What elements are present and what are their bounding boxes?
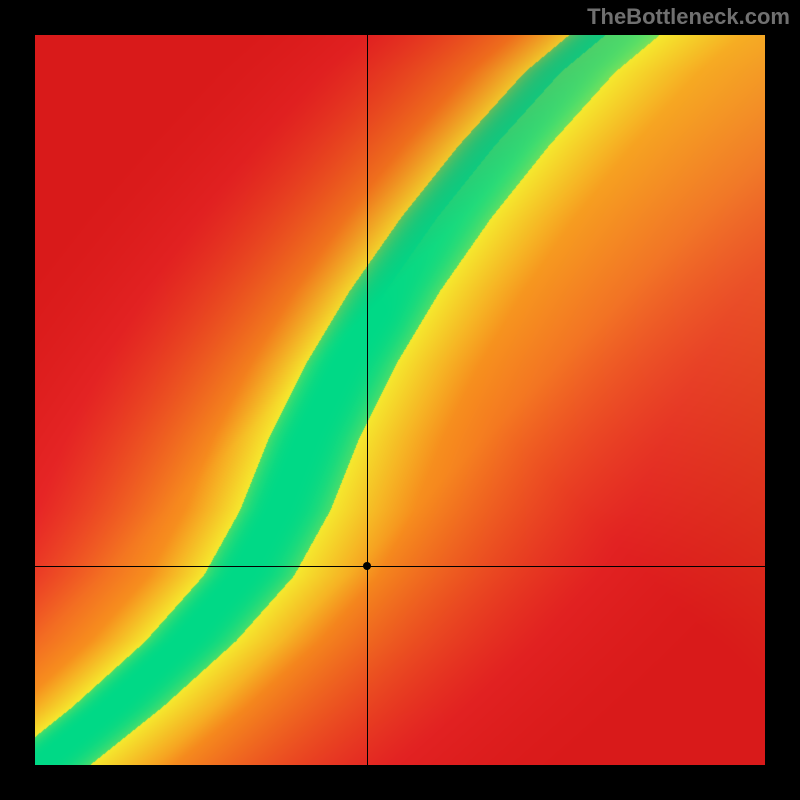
crosshair-horizontal — [35, 566, 765, 567]
crosshair-vertical — [367, 35, 368, 765]
plot-area — [35, 35, 765, 765]
watermark-text: TheBottleneck.com — [587, 4, 790, 30]
heatmap-canvas — [35, 35, 765, 765]
crosshair-marker — [363, 562, 371, 570]
